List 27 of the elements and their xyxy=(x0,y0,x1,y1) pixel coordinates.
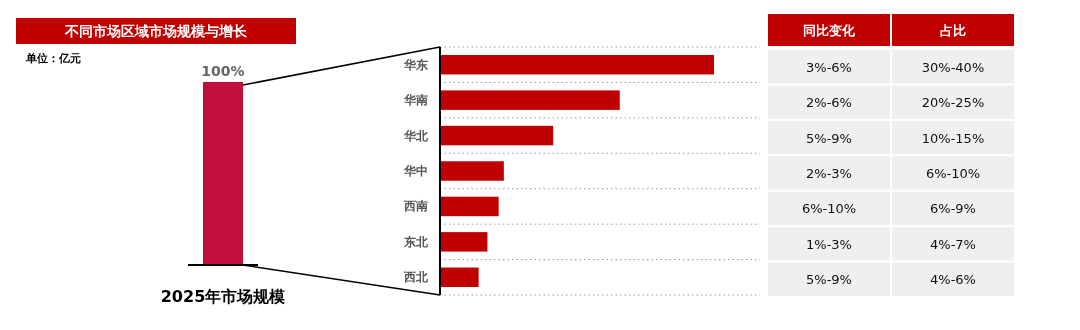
y-tick-label: 华北 xyxy=(403,128,429,143)
text: 2%-3% xyxy=(806,166,852,181)
text: 30%-40% xyxy=(921,59,985,75)
data-label: 100% xyxy=(201,63,245,79)
text: 5%-9% xyxy=(806,130,852,146)
chart-title: 不同市场区域市场规模与增长 xyxy=(64,23,248,39)
text: 3%-6% xyxy=(806,59,852,75)
y-tick-label: 西北 xyxy=(403,270,429,285)
text: 6%-9% xyxy=(930,201,976,217)
text: 20%-25% xyxy=(921,95,985,111)
text: 10%-15% xyxy=(921,130,985,146)
text: 4%-7% xyxy=(930,236,976,252)
y-tick-label: 东北 xyxy=(403,234,429,249)
text: 1%-3% xyxy=(806,236,852,252)
category-label: 同比变化 xyxy=(803,23,856,38)
y-tick-label: 西南 xyxy=(403,199,428,214)
text: 2%-6% xyxy=(806,95,852,111)
text: 5%-9% xyxy=(806,272,852,288)
text: 6%-10% xyxy=(801,201,857,217)
category-label: 占比 xyxy=(940,23,966,38)
text: 单位：亿元 xyxy=(25,52,81,65)
x-tick-label: 2025年市场规模 xyxy=(160,287,286,306)
y-tick-label: 华中 xyxy=(403,164,428,178)
text: 6%-10% xyxy=(925,166,981,181)
y-tick-label: 华南 xyxy=(403,93,428,108)
y-tick-label: 华东 xyxy=(403,57,428,72)
text: 4%-6% xyxy=(930,272,976,288)
